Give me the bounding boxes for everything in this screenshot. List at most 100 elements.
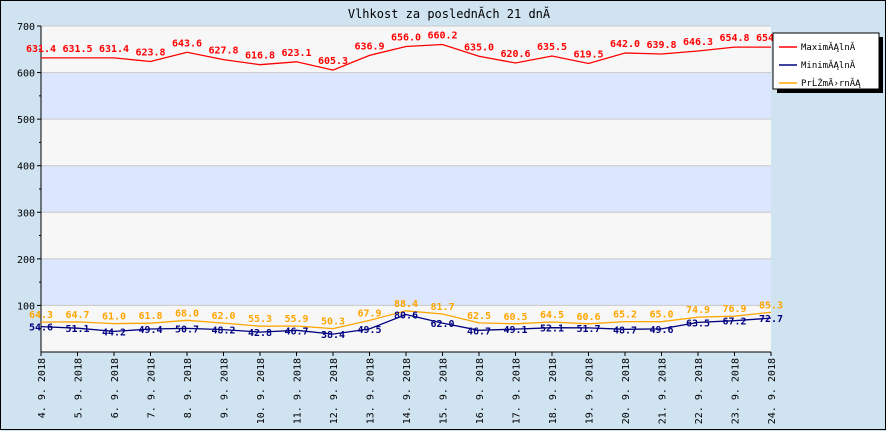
axes: 100 200 300 400 500 600 700 4. 9. 2018 5. 9. 201… [17,22,778,424]
data-label: 620.6 [500,49,530,60]
data-label: 52.1 [540,324,564,335]
data-label: 38.4 [321,330,345,341]
legend-label: MinimĂĄlnĂ­ [801,59,856,71]
legend-box [772,32,880,90]
data-label: 660.2 [427,31,457,42]
data-label: 54.6 [29,323,53,334]
x-tick-label: 22. 9. 2018 [694,358,705,424]
data-label: 76.9 [722,304,746,315]
x-tick-label: 8. 9. 2018 [183,358,194,418]
data-label: 61.8 [138,311,162,322]
data-label: 64.3 [29,310,53,321]
data-label: 67.9 [357,308,381,319]
x-tick-label: 21. 9. 2018 [658,358,669,424]
data-label: 62.0 [430,319,454,330]
x-tick-label: 5. 9. 2018 [74,358,85,418]
data-label: 636.9 [354,41,384,52]
data-label: 639.8 [646,40,676,51]
data-label: 62.5 [467,311,491,322]
y-tick-label: 700 [17,22,35,33]
data-label: 46.7 [284,326,308,337]
data-label: 619.5 [573,49,603,60]
plot-band [41,258,771,306]
plot-bands [41,26,771,352]
data-label: 635.5 [537,42,567,53]
data-label: 48.2 [211,326,235,337]
data-label: 631.4 [26,44,56,55]
data-label: 60.5 [503,312,527,323]
x-tick-label: 6. 9. 2018 [110,358,121,418]
y-tick-label: 100 [17,301,35,312]
legend-label: PrĹŻmÄ›rnĂĄ [801,77,861,89]
data-label: 62.0 [211,311,235,322]
data-label: 64.5 [540,310,564,321]
x-tick-label: 23. 9. 2018 [731,358,742,424]
data-label: 55.9 [284,314,308,325]
data-label: 635.0 [464,42,494,53]
data-label: 81.7 [430,302,454,313]
data-label: 51.1 [65,324,89,335]
data-label: 65.0 [649,310,673,321]
x-tick-label: 10. 9. 2018 [256,358,267,424]
data-label: 67.2 [722,317,746,328]
legend: MaximĂĄlnĂ­ MinimĂĄlnĂ­ PrĹŻmÄ›rnĂĄ [772,32,883,93]
data-label: 616.8 [245,51,275,62]
series-line-1 [40,313,772,335]
x-tick-label: 9. 9. 2018 [220,358,231,418]
data-label: 65.2 [613,310,637,321]
legend-label: MaximĂĄlnĂ­ [801,41,856,53]
data-label: 623.1 [281,48,311,59]
data-label: 654.8 [756,33,786,44]
data-label: 623.8 [135,47,165,58]
plot-band [41,212,771,259]
data-label: 631.5 [62,44,92,55]
data-label: 642.0 [610,39,640,50]
x-tick-label: 15. 9. 2018 [439,358,450,424]
data-label: 49.4 [138,325,162,336]
x-tick-label: 16. 9. 2018 [475,358,486,424]
y-tick-label: 200 [17,255,35,266]
data-label: 61.0 [102,312,126,323]
data-label: 85.3 [759,300,783,311]
data-label: 46.7 [467,326,491,337]
data-label: 60.6 [576,312,600,323]
y-tick-label: 300 [17,208,35,219]
plot-band [41,72,771,120]
series-line-2 [40,310,772,330]
data-label: 49.5 [357,325,381,336]
plot-band [41,26,771,73]
data-label: 80.6 [394,310,418,321]
x-tick-label: 12. 9. 2018 [329,358,340,424]
data-label: 49.6 [649,325,673,336]
data-label: 631.4 [99,44,129,55]
grid-lines [41,25,771,306]
x-tick-label: 17. 9. 2018 [512,358,523,424]
x-tick-label: 19. 9. 2018 [585,358,596,424]
data-label: 643.6 [172,38,202,49]
data-label: 72.7 [759,314,783,325]
x-tick-label: 18. 9. 2018 [548,358,559,424]
data-label: 605.3 [318,56,348,67]
data-label: 44.2 [102,327,126,338]
data-label: 50.7 [175,324,199,335]
data-label: 48.7 [613,325,637,336]
data-label: 51.7 [576,324,600,335]
data-label: 49.1 [503,325,527,336]
y-tick-label: 400 [17,162,35,173]
data-label: 68.0 [175,308,199,319]
data-label: 63.5 [686,318,710,329]
data-label: 64.7 [65,310,89,321]
x-tick-label: 13. 9. 2018 [366,358,377,424]
series-line-0 [41,43,771,71]
data-label: 627.8 [208,46,238,57]
data-label: 55.3 [248,314,272,325]
series-lines [40,43,772,335]
data-label: 50.3 [321,317,345,328]
x-tick-label: 4. 9. 2018 [37,358,48,418]
x-tick-label: 7. 9. 2018 [147,358,158,418]
x-tick-label: 14. 9. 2018 [402,358,413,424]
plot-band [41,165,771,213]
data-label: 88.4 [394,299,418,310]
